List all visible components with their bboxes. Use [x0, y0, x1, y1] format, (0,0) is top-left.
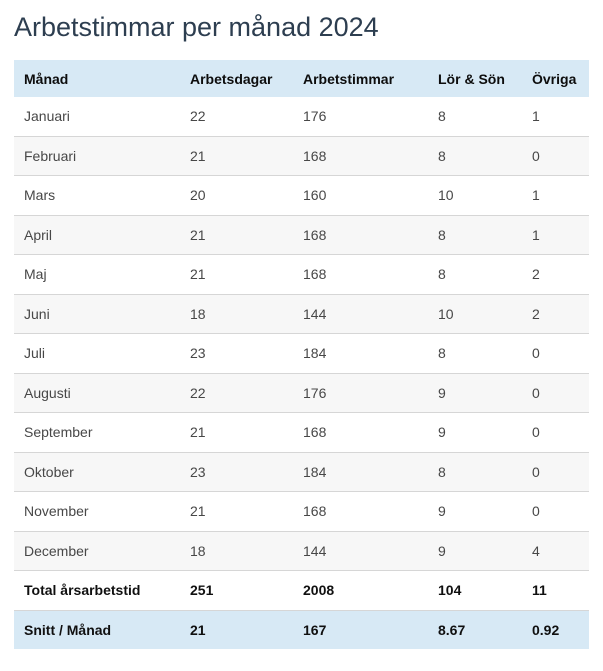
table-row: November 21 168 9 0	[14, 491, 589, 531]
row-value: 8	[428, 254, 522, 294]
row-value: 2	[522, 293, 589, 334]
row-value: 21	[180, 254, 293, 294]
row-value: 9	[428, 372, 522, 413]
table-body: Januari 22 176 8 1 Februari 21 168 8 0 Mars 20 160 10…	[14, 97, 589, 649]
row-value: 168	[293, 254, 428, 294]
table-row: Oktober 23 184 8 0	[14, 451, 589, 492]
row-value: 4	[522, 530, 589, 571]
column-header-arbetsdagar: Arbetsdagar	[180, 60, 293, 97]
row-value: 9	[428, 491, 522, 531]
column-header-arbetstimmar: Arbetstimmar	[293, 60, 428, 97]
row-value: 144	[293, 530, 428, 571]
row-label: Augusti	[14, 372, 180, 413]
row-value: 8	[428, 214, 522, 255]
page: Arbetstimmar per månad 2024 Månad Arbets…	[0, 10, 603, 649]
column-header-ovriga: Övriga	[522, 60, 589, 97]
row-value: 9	[428, 412, 522, 452]
row-value: 22	[180, 372, 293, 413]
row-value: 0	[522, 372, 589, 413]
row-value: 2008	[293, 570, 428, 610]
work-hours-table: Månad Arbetsdagar Arbetstimmar Lör & Sön…	[14, 60, 589, 649]
row-label: Snitt / Månad	[14, 609, 180, 649]
row-label: December	[14, 530, 180, 571]
row-value: 1	[522, 97, 589, 136]
row-value: 21	[180, 491, 293, 531]
row-value: 168	[293, 135, 428, 176]
table-row: April 21 168 8 1	[14, 214, 589, 255]
row-label: Oktober	[14, 451, 180, 492]
table-row: Augusti 22 176 9 0	[14, 372, 589, 413]
header-row: Månad Arbetsdagar Arbetstimmar Lör & Sön…	[14, 60, 589, 97]
row-value: 167	[293, 609, 428, 649]
row-value: 1	[522, 214, 589, 255]
row-label: November	[14, 491, 180, 531]
row-value: 21	[180, 135, 293, 176]
row-value: 168	[293, 491, 428, 531]
table-row: Juli 23 184 8 0	[14, 333, 589, 373]
table-row: Maj 21 168 8 2	[14, 254, 589, 294]
row-label: Februari	[14, 135, 180, 176]
row-value: 10	[428, 175, 522, 215]
row-label: Januari	[14, 97, 180, 136]
row-value: 0	[522, 412, 589, 452]
page-title: Arbetstimmar per månad 2024	[14, 12, 379, 42]
row-value: 8	[428, 451, 522, 492]
row-value: 144	[293, 293, 428, 334]
row-value: 251	[180, 570, 293, 610]
row-value: 21	[180, 609, 293, 649]
row-value: 8	[428, 333, 522, 373]
row-value: 23	[180, 451, 293, 492]
row-label: Juli	[14, 333, 180, 373]
table-row: Juni 18 144 10 2	[14, 293, 589, 334]
row-value: 10	[428, 293, 522, 334]
row-value: 23	[180, 333, 293, 373]
row-value: 104	[428, 570, 522, 610]
row-value: 0.92	[522, 609, 589, 649]
row-value: 168	[293, 214, 428, 255]
table-row: Februari 21 168 8 0	[14, 135, 589, 176]
row-value: 21	[180, 412, 293, 452]
row-value: 0	[522, 333, 589, 373]
row-value: 168	[293, 412, 428, 452]
table-row: Januari 22 176 8 1	[14, 97, 589, 136]
row-value: 21	[180, 214, 293, 255]
table-header: Månad Arbetsdagar Arbetstimmar Lör & Sön…	[14, 60, 589, 97]
row-value: 20	[180, 175, 293, 215]
row-value: 0	[522, 135, 589, 176]
row-value: 1	[522, 175, 589, 215]
row-value: 8	[428, 97, 522, 136]
column-header-manad: Månad	[14, 60, 180, 97]
table-row: December 18 144 9 4	[14, 530, 589, 571]
row-value: 176	[293, 97, 428, 136]
table-row: September 21 168 9 0	[14, 412, 589, 452]
row-value: 18	[180, 293, 293, 334]
row-label: Total årsarbetstid	[14, 570, 180, 610]
row-value: 0	[522, 491, 589, 531]
row-value: 176	[293, 372, 428, 413]
total-row: Total årsarbetstid 251 2008 104 11	[14, 570, 589, 610]
row-value: 184	[293, 333, 428, 373]
row-value: 18	[180, 530, 293, 571]
row-value: 2	[522, 254, 589, 294]
row-label: April	[14, 214, 180, 255]
average-row: Snitt / Månad 21 167 8.67 0.92	[14, 609, 589, 649]
row-value: 11	[522, 570, 589, 610]
row-value: 0	[522, 451, 589, 492]
row-label: Juni	[14, 293, 180, 334]
row-value: 9	[428, 530, 522, 571]
row-value: 22	[180, 97, 293, 136]
row-label: Mars	[14, 175, 180, 215]
row-label: Maj	[14, 254, 180, 294]
column-header-lor-son: Lör & Sön	[428, 60, 522, 97]
row-value: 8	[428, 135, 522, 176]
row-label: September	[14, 412, 180, 452]
row-value: 184	[293, 451, 428, 492]
row-value: 160	[293, 175, 428, 215]
table-row: Mars 20 160 10 1	[14, 175, 589, 215]
row-value: 8.67	[428, 609, 522, 649]
